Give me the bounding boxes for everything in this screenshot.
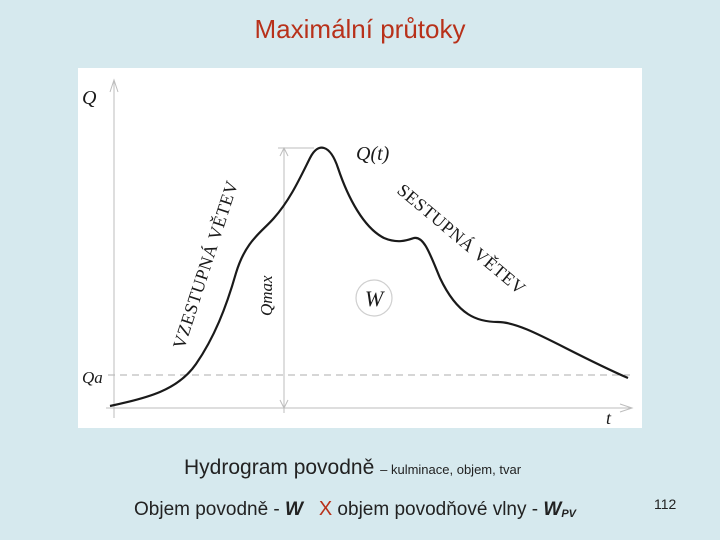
- slide-title: Maximální průtoky: [254, 14, 466, 44]
- y-axis-arrow: [109, 78, 119, 93]
- caption-main: Hydrogram povodně: [184, 456, 375, 479]
- y-axis-label: Q: [82, 87, 97, 109]
- footer-wpv-symbol: W: [543, 499, 562, 520]
- page-number: 112: [654, 496, 677, 512]
- volume-circle: [355, 279, 393, 317]
- hydrograph-svg: W Q t Qa Q(t) Qmax VZESTUPNÁ VĚTEV SESTU…: [82, 78, 634, 428]
- x-axis-arrow: [619, 403, 634, 413]
- figure-caption: Hydrogram povodně – kulminace, objem, tv…: [184, 456, 521, 480]
- caption-sub: – kulminace, objem, tvar: [380, 462, 522, 477]
- footer-text: Objem povodně - W X objem povodňové vlny…: [134, 498, 576, 521]
- peak-label: Qmax: [257, 275, 276, 316]
- x-axis-label: t: [606, 408, 612, 428]
- hydrograph-curve: [109, 146, 629, 408]
- volume-label: W: [365, 286, 385, 311]
- footer-part2: objem povodňové vlny -: [332, 499, 544, 520]
- footer-part1: Objem povodně -: [134, 499, 286, 520]
- rising-limb-label: VZESTUPNÁ VĚTEV: [168, 178, 242, 352]
- peak-bottom-arrow: [279, 399, 289, 410]
- footer-w-symbol: W: [285, 499, 303, 520]
- peak-top-arrow: [279, 146, 289, 157]
- footer-x-symbol: X: [318, 498, 333, 520]
- hydrograph-figure: W Q t Qa Q(t) Qmax VZESTUPNÁ VĚTEV SESTU…: [78, 68, 642, 428]
- footer-wpv-sub: PV: [561, 508, 577, 520]
- base-flow-label: Qa: [82, 368, 103, 387]
- curve-label: Q(t): [356, 143, 390, 165]
